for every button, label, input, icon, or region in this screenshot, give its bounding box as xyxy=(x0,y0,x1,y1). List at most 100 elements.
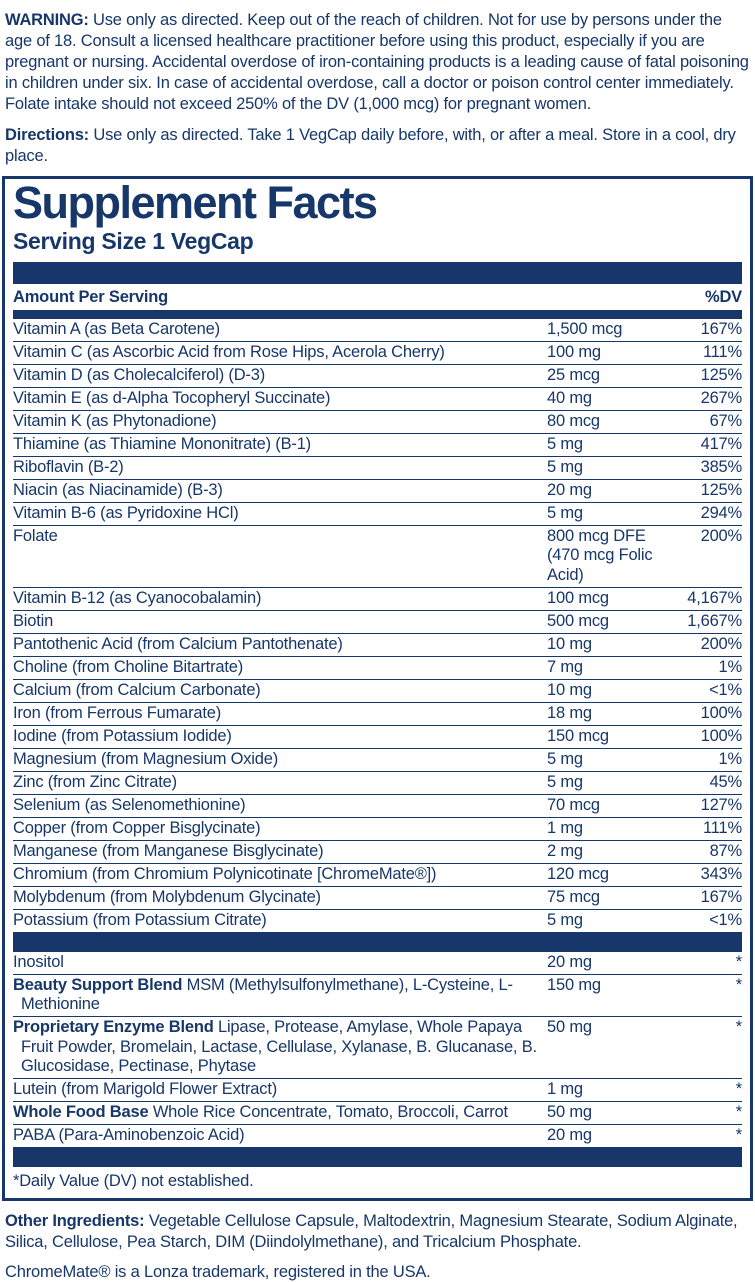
table-row: Vitamin A (as Beta Carotene) 1,500 mcg 167… xyxy=(13,319,742,341)
nutrient-dv: 167% xyxy=(700,319,743,338)
nutrient-amount: 5 mg xyxy=(547,434,583,453)
nutrient-amount: 50 mg xyxy=(547,1103,592,1122)
nutrient-dv: 100% xyxy=(700,726,743,745)
table-row: Biotin 500 mcg 1,667% xyxy=(13,609,742,633)
table-row: Pantothenic Acid (from Calcium Pantothen… xyxy=(13,632,742,656)
nutrient-dv: 1% xyxy=(718,749,743,768)
nutrient-amount: 5 mg xyxy=(547,749,583,768)
nutrient-amount: 500 mcg xyxy=(547,611,609,630)
nutrient-dv: 343% xyxy=(700,864,743,883)
nutrient-dv: 4,167% xyxy=(687,588,742,607)
nutrient-label: Thiamine (as Thiamine Mononitrate) (B-1) xyxy=(13,434,311,453)
nutrient-rows-supplemental: Inositol 20 mg * Beauty Support Blend MSM (… xyxy=(13,952,742,1148)
nutrient-label: Choline (from Choline Bitartrate) xyxy=(13,657,243,676)
nutrient-amount: 100 mg xyxy=(547,342,601,361)
divider-bar-header xyxy=(13,309,742,319)
nutrient-amount: 25 mcg xyxy=(547,365,600,384)
nutrient-label: Vitamin B-12 (as Cyanocobalamin) xyxy=(13,588,262,607)
nutrient-dv: 417% xyxy=(700,434,743,453)
nutrient-amount: 120 mcg xyxy=(547,864,609,883)
table-row: Proprietary Enzyme Blend Lipase, Proteas… xyxy=(13,1016,742,1078)
table-row: Vitamin B-6 (as Pyridoxine HCl) 5 mg 294% xyxy=(13,501,742,525)
table-row: Folate 800 mcg DFE (470 mcg Folic Acid) 200… xyxy=(13,524,743,587)
nutrient-label: Vitamin B-6 (as Pyridoxine HCl) xyxy=(13,503,239,522)
nutrient-dv: 111% xyxy=(703,342,742,361)
nutrient-dv: 67% xyxy=(709,411,743,430)
nutrient-label: Riboflavin (B-2) xyxy=(13,457,124,476)
nutrient-dv: 267% xyxy=(700,388,743,407)
nutrient-dv: * xyxy=(735,952,742,971)
nutrient-label: Calcium (from Calcium Carbonate) xyxy=(13,680,261,699)
nutrient-label: PABA (Para-Aminobenzoic Acid) xyxy=(13,1126,245,1145)
table-row: Vitamin K (as Phytonadione) 80 mcg 67% xyxy=(13,409,743,433)
nutrient-label: Iodine (from Potassium Iodide) xyxy=(13,726,232,745)
amount-per-serving-header: Amount Per Serving xyxy=(13,287,169,306)
table-row: Potassium (from Potassium Citrate) 5 mg <1… xyxy=(13,908,742,932)
nutrient-amount: 800 mcg DFE (470 mcg Folic Acid) xyxy=(547,526,653,584)
nutrient-label: Chromium (from Chromium Polynicotinate [… xyxy=(13,864,437,883)
nutrient-label: Zinc (from Zinc Citrate) xyxy=(13,772,177,791)
nutrient-dv: * xyxy=(735,975,742,994)
warning-paragraph: WARNING: Use only as directed. Keep out … xyxy=(0,0,755,115)
nutrient-label: Lutein (from Marigold Flower Extract) xyxy=(13,1080,278,1099)
panel-title: Supplement Facts xyxy=(13,177,378,228)
nutrient-dv: 125% xyxy=(700,365,743,384)
nutrient-amount: 1 mg xyxy=(547,818,583,837)
table-row: Iodine (from Potassium Iodide) 150 mcg 100… xyxy=(13,724,743,748)
nutrient-label: Vitamin A (as Beta Carotene) xyxy=(13,319,220,338)
nutrient-label: Vitamin D (as Cholecalciferol) (D-3) xyxy=(13,365,265,384)
nutrient-dv: 111% xyxy=(703,818,742,837)
nutrient-label: Molybdenum (from Molybdenum Glycinate) xyxy=(13,887,321,906)
table-row: Inositol 20 mg * xyxy=(13,952,742,974)
other-ingredients-label: Other Ingredients: xyxy=(5,1212,145,1231)
nutrient-label: Selenium (as Selenomethionine) xyxy=(13,795,246,814)
nutrient-label: Biotin xyxy=(13,611,54,630)
directions-text: Use only as directed. Take 1 VegCap dail… xyxy=(5,126,736,165)
dv-header: %DV xyxy=(705,287,742,306)
nutrient-amount: 5 mg xyxy=(547,457,583,476)
column-header-row: Amount Per Serving %DV xyxy=(13,284,742,310)
nutrient-label: Copper (from Copper Bisglycinate) xyxy=(13,818,261,837)
table-row: Vitamin D (as Cholecalciferol) (D-3) 25 m… xyxy=(13,363,743,387)
table-row: Manganese (from Manganese Bisglycinate) 2… xyxy=(13,839,742,863)
nutrient-dv: 127% xyxy=(700,795,743,814)
nutrient-amount: 20 mg xyxy=(547,480,592,499)
nutrient-amount: 10 mg xyxy=(547,634,592,653)
nutrient-amount: 80 mcg xyxy=(547,411,600,430)
divider-bar-bottom xyxy=(13,1147,742,1168)
nutrient-amount: 10 mg xyxy=(547,680,592,699)
nutrient-label: Magnesium (from Magnesium Oxide) xyxy=(13,749,279,768)
nutrient-label: Folate xyxy=(13,526,58,545)
nutrient-label: Pantothenic Acid (from Calcium Pantothen… xyxy=(13,634,343,653)
nutrient-label: Vitamin C (as Ascorbic Acid from Rose Hi… xyxy=(13,342,445,361)
nutrient-label: Vitamin E (as d-Alpha Tocopheryl Succina… xyxy=(13,388,331,407)
nutrient-dv: * xyxy=(735,1103,742,1122)
nutrient-dv: <1% xyxy=(709,680,742,699)
nutrient-amount: 75 mcg xyxy=(547,887,600,906)
table-row: Iron (from Ferrous Fumarate) 18 mg 100% xyxy=(13,701,742,725)
nutrient-amount: 18 mg xyxy=(547,703,592,722)
nutrient-amount: 1 mg xyxy=(547,1080,583,1099)
table-row: Choline (from Choline Bitartrate) 7 mg 1% xyxy=(13,655,743,679)
nutrient-dv: 200% xyxy=(700,526,743,545)
table-row: Beauty Support Blend MSM (Methylsulfonyl… xyxy=(13,973,742,1017)
table-row: Calcium (from Calcium Carbonate) 10 mg <1% xyxy=(13,678,742,702)
nutrient-label: Manganese (from Manganese Bisglycinate) xyxy=(13,841,324,860)
table-row: Copper (from Copper Bisglycinate) 1 mg 111… xyxy=(13,816,742,840)
nutrient-dv: * xyxy=(735,1080,742,1099)
table-row: Zinc (from Zinc Citrate) 5 mg 45% xyxy=(13,770,742,794)
nutrient-label: Inositol xyxy=(13,952,64,971)
nutrient-amount: 5 mg xyxy=(547,503,583,522)
table-row: Selenium (as Selenomethionine) 70 mcg 127% xyxy=(13,793,743,817)
nutrient-amount: 20 mg xyxy=(547,1126,592,1145)
nutrient-label: Niacin (as Niacinamide) (B-3) xyxy=(13,480,223,499)
table-row: Magnesium (from Magnesium Oxide) 5 mg 1% xyxy=(13,747,743,771)
nutrient-label: Beauty Support Blend MSM (Methylsulfonyl… xyxy=(13,975,513,1014)
nutrient-dv: 167% xyxy=(700,887,743,906)
directions-paragraph: Directions: Use only as directed. Take 1… xyxy=(0,115,755,167)
nutrient-dv: 1% xyxy=(718,657,743,676)
nutrient-dv: * xyxy=(735,1126,742,1145)
table-row: PABA (Para-Aminobenzoic Acid) 20 mg * xyxy=(13,1124,742,1147)
nutrient-amount: 5 mg xyxy=(547,910,583,929)
warning-label: WARNING: xyxy=(5,11,89,29)
